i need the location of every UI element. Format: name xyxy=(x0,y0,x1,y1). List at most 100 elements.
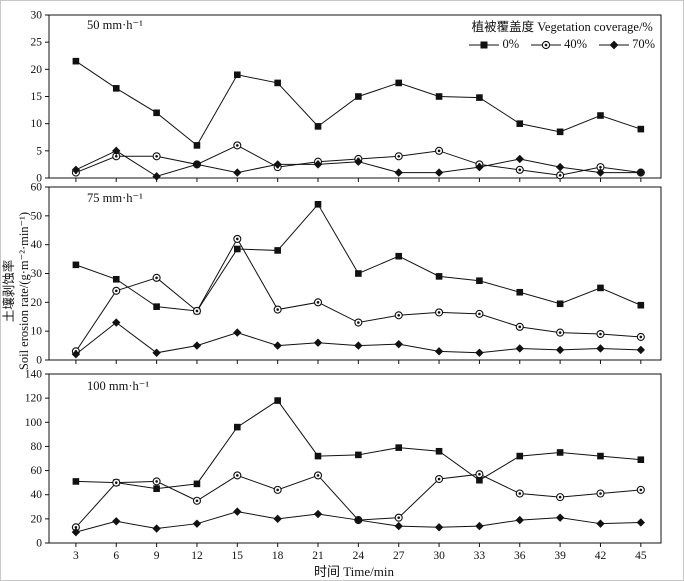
panel-title-100mm: 100 mm·h⁻¹ xyxy=(87,379,150,393)
series-line-0% xyxy=(75,60,641,147)
data-point-square xyxy=(556,449,564,456)
y-axis-tick-label: 10 xyxy=(31,118,43,130)
data-point-square xyxy=(435,273,443,280)
data-point-circle-dot xyxy=(276,488,279,492)
data-point-diamond xyxy=(354,341,363,350)
data-point-diamond xyxy=(434,347,444,356)
x-axis-tick-label: 9 xyxy=(154,550,160,562)
x-axis-tick-label: 3 xyxy=(73,550,79,562)
y-axis-tick-label: 60 xyxy=(31,465,43,477)
legend-items: 0% 40% 70% xyxy=(469,37,655,52)
y-axis-tick-label: 30 xyxy=(31,268,43,280)
x-axis-tick-label: 42 xyxy=(595,550,607,562)
data-point-diamond xyxy=(112,517,121,526)
data-point-diamond xyxy=(394,168,403,177)
data-point-square xyxy=(597,452,604,460)
data-point-circle-dot xyxy=(558,331,562,334)
data-point-circle-dot xyxy=(518,325,522,329)
data-point-square xyxy=(314,123,322,130)
data-point-square xyxy=(556,128,564,136)
data-point-square xyxy=(476,94,483,101)
data-point-circle-dot xyxy=(478,312,481,316)
data-point-diamond xyxy=(475,162,484,172)
legend-item-0pct: 0% xyxy=(469,37,519,52)
data-point-diamond xyxy=(273,341,282,350)
data-point-diamond xyxy=(354,157,363,166)
data-point-diamond xyxy=(152,172,161,181)
x-axis-tick-label: 30 xyxy=(433,550,445,562)
data-point-circle-dot xyxy=(236,474,239,477)
data-point-diamond xyxy=(313,338,323,347)
data-point-diamond xyxy=(515,154,524,164)
data-point-square xyxy=(395,79,403,87)
x-axis-tick-label: 36 xyxy=(514,550,526,562)
data-point-diamond xyxy=(515,515,524,525)
y-axis-tick-label: 20 xyxy=(31,64,43,76)
data-point-diamond xyxy=(71,165,81,175)
data-point-square xyxy=(355,270,362,277)
data-point-circle-dot xyxy=(478,472,481,476)
data-point-square xyxy=(72,57,80,65)
data-point-square xyxy=(395,444,403,451)
data-point-diamond xyxy=(71,350,81,359)
data-point-diamond xyxy=(233,168,242,177)
data-point-circle-dot xyxy=(114,289,118,293)
data-point-diamond xyxy=(192,160,202,169)
x-axis-tick-label: 15 xyxy=(232,550,244,562)
panel-title-50mm: 50 mm·h⁻¹ xyxy=(87,18,143,32)
legend-diamond-marker-icon xyxy=(599,40,630,49)
data-point-square xyxy=(476,476,483,484)
data-point-circle-dot xyxy=(114,154,118,158)
data-point-square xyxy=(274,247,281,254)
y-axis-label: 土壤剥蚀率 Soil erosion rate/(g·m⁻²·min⁻¹) xyxy=(2,11,32,571)
panel-title-75mm: 75 mm·h⁻¹ xyxy=(87,191,143,205)
data-point-circle-dot xyxy=(599,332,602,336)
data-point-circle-dot xyxy=(558,173,562,177)
data-point-circle-dot xyxy=(518,492,522,495)
data-point-diamond xyxy=(596,168,605,177)
data-point-square xyxy=(234,423,241,431)
x-axis-tick-label: 39 xyxy=(554,550,566,562)
data-point-square xyxy=(274,397,281,404)
x-axis-tick-label: 18 xyxy=(272,550,284,562)
data-point-diamond xyxy=(112,318,121,327)
data-point-square xyxy=(72,261,80,269)
y-axis-tick-label: 5 xyxy=(36,145,42,157)
data-point-square xyxy=(435,447,443,455)
x-axis-tick-label: 33 xyxy=(474,550,486,562)
data-point-circle-dot xyxy=(155,480,158,483)
data-point-circle-dot xyxy=(236,237,239,241)
data-point-square xyxy=(395,252,403,260)
data-point-diamond xyxy=(192,341,202,350)
y-axis-tick-label: 25 xyxy=(31,37,43,49)
data-point-square xyxy=(234,245,241,253)
data-point-square xyxy=(153,303,160,310)
data-point-diamond xyxy=(394,521,403,531)
data-point-diamond xyxy=(273,160,282,169)
data-point-square xyxy=(153,485,160,492)
data-point-square xyxy=(516,288,524,296)
data-point-diamond xyxy=(273,514,282,524)
data-point-diamond xyxy=(515,344,524,353)
data-point-circle-dot xyxy=(114,481,118,484)
data-point-circle-dot xyxy=(195,309,199,313)
y-axis-tick-label: 140 xyxy=(25,369,43,381)
x-axis-tick-label: 45 xyxy=(635,550,647,562)
y-axis-tick-label: 40 xyxy=(31,239,43,251)
legend-label-70pct: 70% xyxy=(632,37,655,51)
data-point-circle-dot xyxy=(437,477,441,481)
data-point-square xyxy=(355,451,362,459)
y-axis-tick-label: 10 xyxy=(31,326,43,338)
x-axis-label: 时间 Time/min xyxy=(313,564,395,579)
y-axis-tick-label: 0 xyxy=(36,355,42,367)
data-point-circle-dot xyxy=(639,335,643,339)
data-point-circle-dot xyxy=(558,495,562,499)
data-point-diamond xyxy=(313,509,323,519)
legend-label-0pct: 0% xyxy=(502,37,520,51)
data-point-diamond xyxy=(71,527,81,537)
data-point-diamond xyxy=(555,345,565,355)
data-point-diamond xyxy=(636,345,646,355)
data-point-square xyxy=(355,93,362,100)
